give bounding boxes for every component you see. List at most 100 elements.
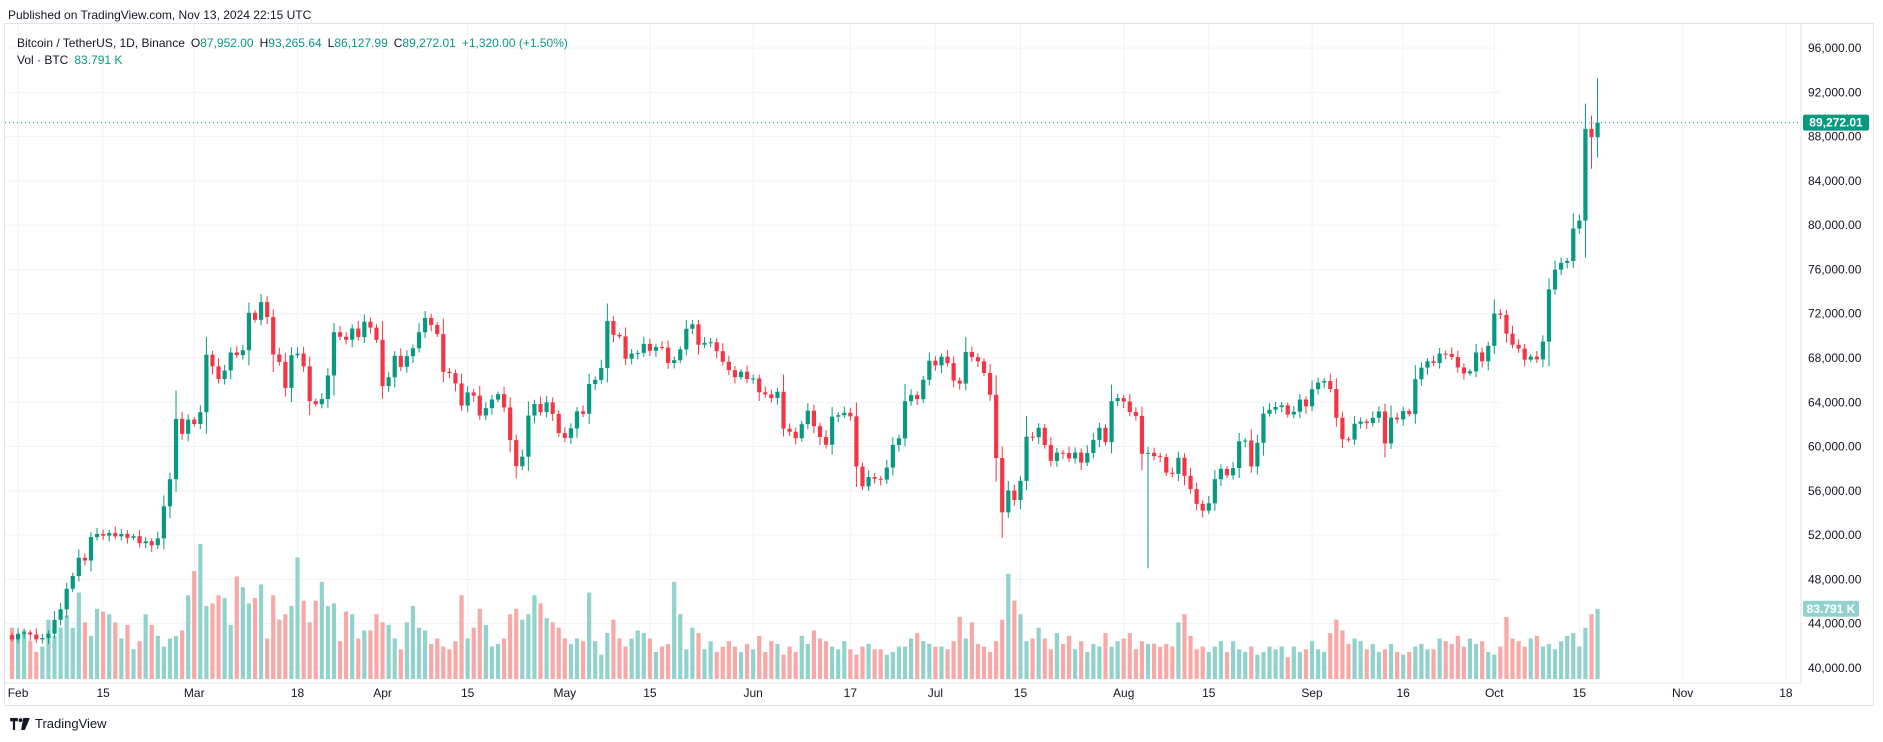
volume-bar (1273, 649, 1278, 679)
volume-bar (246, 603, 252, 679)
chart-frame (4, 23, 1874, 706)
candle-body (1425, 361, 1430, 368)
volume-bar (1407, 652, 1412, 679)
published-note: Published on TradingView.com, Nov 13, 20… (8, 8, 312, 22)
price-tick-label: 52,000.00 (1808, 528, 1862, 542)
volume-bar (580, 641, 586, 679)
volume-bar (720, 646, 725, 679)
volume-bar (283, 614, 288, 679)
candle-body (611, 321, 616, 335)
candle-body (1018, 480, 1023, 500)
candle-body (842, 412, 847, 416)
volume-bar (884, 654, 889, 679)
candle-body (556, 413, 561, 434)
candle-body (319, 399, 324, 405)
volume-bar (477, 608, 482, 679)
low-label: L (327, 36, 335, 50)
candle-body (1492, 313, 1497, 346)
candle-body (173, 418, 179, 480)
candle-body (629, 353, 634, 359)
volume-bar (629, 638, 634, 679)
price-tick-label: 92,000.00 (1808, 85, 1862, 99)
candle-body (799, 424, 804, 439)
candle-body (1060, 452, 1066, 454)
time-tick-label: 16 (1396, 686, 1410, 700)
candle-body (1182, 457, 1187, 476)
volume-bar (186, 595, 191, 679)
candle-body (720, 351, 725, 362)
candle-body (1261, 413, 1266, 443)
candle-body (896, 438, 902, 445)
volume-bar (1565, 635, 1570, 679)
volume-bar (167, 638, 173, 679)
candle-body (823, 437, 829, 445)
candle-body (1158, 456, 1163, 458)
volume-bar (1012, 600, 1017, 679)
volume-bar (1577, 646, 1582, 679)
footer-brand[interactable]: TradingView (10, 716, 107, 731)
volume-bar (210, 603, 215, 679)
candle-body (1540, 341, 1545, 360)
symbol-title[interactable]: Bitcoin / TetherUS, 1D, Binance (17, 36, 185, 50)
candle-body (1012, 490, 1017, 500)
volume-bar (1437, 638, 1442, 679)
volume-bar (307, 622, 312, 679)
candle-body (64, 588, 69, 610)
candle-body (240, 350, 245, 356)
volume-bar (1534, 635, 1539, 679)
candle-body (580, 411, 586, 414)
candle-body (1176, 457, 1181, 474)
volume-bar (1054, 633, 1059, 679)
volume-bar (550, 622, 555, 679)
candle-body (793, 431, 798, 439)
candle-body (423, 317, 428, 333)
candle-body (1376, 411, 1381, 418)
volume-bar (751, 649, 756, 679)
volume-bar (1091, 643, 1096, 679)
volume-bar (1030, 638, 1035, 679)
time-tick-label: Oct (1485, 686, 1504, 700)
volume-bar (1109, 646, 1114, 679)
volume-bar (392, 638, 397, 679)
candle-body (362, 321, 367, 338)
volume-label[interactable]: Vol · BTC (17, 53, 69, 67)
volume-bar (587, 592, 592, 679)
candle-body (520, 456, 525, 467)
candle-body (1516, 344, 1521, 349)
candle-body (1036, 427, 1041, 438)
volume-bar (659, 646, 665, 679)
candle-body (204, 354, 209, 413)
volume-bar (1158, 646, 1163, 679)
volume-bar (672, 581, 677, 679)
volume-bar (344, 611, 349, 679)
volume-bar (58, 627, 63, 679)
price-tick-label: 88,000.00 (1808, 130, 1862, 144)
candle-body (1115, 398, 1120, 402)
volume-bar (1291, 646, 1296, 679)
candle-body (1303, 399, 1309, 407)
candle-body (1431, 361, 1436, 363)
candle-body (1455, 357, 1460, 368)
candle-body (125, 533, 130, 538)
volume-bar (435, 638, 440, 679)
candle-body (854, 416, 859, 467)
volume-bar (544, 618, 549, 679)
candle-body (1395, 417, 1400, 420)
candle-body (161, 506, 166, 539)
volume-bar (1309, 641, 1315, 679)
candles (9, 78, 1600, 645)
candle-body (34, 634, 39, 640)
candle-body (1364, 421, 1369, 423)
candle-body (526, 415, 531, 457)
volume-bar (459, 595, 464, 679)
candle-body (222, 370, 227, 380)
volume-bar (441, 646, 446, 679)
candle-body (957, 380, 962, 384)
time-tick-label: Jun (743, 686, 762, 700)
candle-body (70, 576, 75, 589)
volume-bar (1322, 652, 1327, 679)
candle-body (331, 332, 337, 376)
candle-body (441, 334, 446, 372)
candle-body (1237, 441, 1242, 469)
